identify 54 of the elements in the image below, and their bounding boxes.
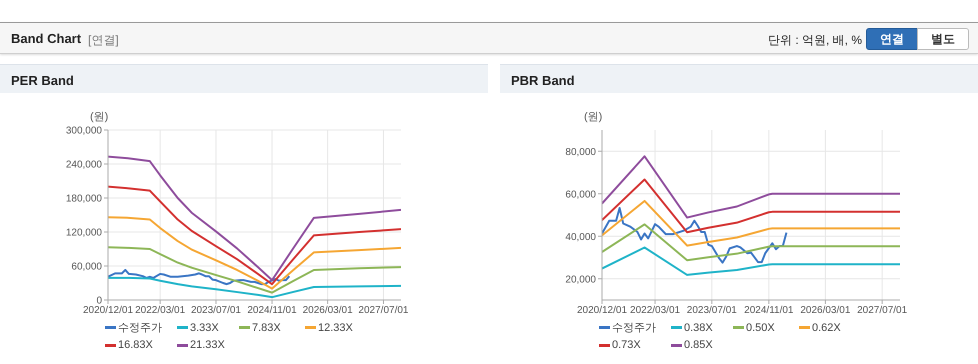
legend-label: 수정주가 — [118, 321, 162, 335]
legend-label: 0.73X — [612, 339, 641, 351]
legend-label: 7.83X — [252, 322, 281, 334]
x-tick-label: 2026/03/01 — [800, 305, 851, 316]
line-series — [108, 156, 401, 282]
y-tick-label: 300,000 — [66, 126, 102, 137]
x-tick-label: 2026/03/01 — [302, 305, 354, 316]
line-series — [108, 186, 401, 286]
text: [연결] — [88, 32, 119, 49]
x-tick-label: 2027/07/01 — [857, 305, 908, 316]
line-series — [602, 155, 900, 219]
y-tick-label: 40,000 — [565, 232, 596, 243]
y-tick-label: 60,000 — [71, 262, 102, 273]
x-tick-label: 2022/03/01 — [135, 305, 186, 316]
legend-label: 21.33X — [190, 339, 225, 351]
x-tick-label: 2022/03/01 — [630, 305, 681, 316]
y-tick-label: 240,000 — [66, 160, 102, 171]
legend-label: 수정주가 — [612, 321, 656, 335]
line-series — [108, 216, 401, 290]
chart-title: PER Band — [11, 73, 74, 88]
line-series — [602, 246, 900, 276]
x-tick-label: 2027/07/01 — [358, 305, 409, 316]
text: 단위 : 억원, 배, % — [768, 32, 862, 49]
line-series — [602, 206, 788, 264]
y-axis-title: (원) — [584, 110, 602, 124]
y-tick-label: 60,000 — [565, 189, 596, 200]
legend-label: 12.33X — [318, 322, 353, 334]
line-series — [602, 178, 900, 234]
x-tick-label: 2023/07/01 — [190, 305, 242, 316]
legend-label: 0.62X — [812, 322, 841, 334]
legend-label: 3.33X — [190, 322, 219, 334]
y-tick-label: 20,000 — [565, 274, 596, 286]
legend-label: 0.50X — [746, 322, 775, 334]
x-tick-label: 2020/12/01 — [82, 305, 134, 316]
y-tick-label: 0 — [96, 296, 102, 307]
line-series — [108, 246, 401, 294]
line-series — [602, 223, 900, 262]
y-axis-title: (원) — [90, 110, 108, 124]
x-tick-label: 2020/12/01 — [576, 305, 628, 316]
y-tick-label: 180,000 — [66, 194, 102, 205]
text: 별도 — [917, 28, 969, 50]
legend-label: 0.85X — [684, 339, 713, 351]
line-series — [602, 200, 900, 247]
x-tick-label: 2024/11/01 — [744, 305, 794, 316]
x-tick-label: 2024/11/01 — [247, 305, 298, 316]
line-series — [108, 268, 290, 286]
chart-title: PBR Band — [511, 73, 575, 88]
legend-label: 16.83X — [118, 339, 153, 351]
text: Band Chart — [11, 31, 82, 46]
y-tick-label: 120,000 — [66, 228, 102, 239]
legend-label: 0.38X — [684, 322, 713, 334]
text: 연결 — [866, 28, 918, 50]
y-tick-label: 80,000 — [565, 146, 596, 158]
x-tick-label: 2023/07/01 — [686, 305, 738, 316]
